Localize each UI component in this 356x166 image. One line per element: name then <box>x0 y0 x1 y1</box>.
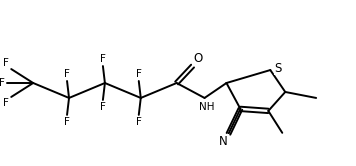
Text: N: N <box>219 135 228 148</box>
Text: F: F <box>100 102 106 112</box>
Text: F: F <box>64 117 70 127</box>
Text: O: O <box>193 52 202 65</box>
Text: F: F <box>100 54 106 64</box>
Text: F: F <box>136 69 142 79</box>
Text: F: F <box>136 117 142 127</box>
Text: F: F <box>3 58 9 68</box>
Text: F: F <box>64 69 70 79</box>
Text: NH: NH <box>199 102 214 112</box>
Text: S: S <box>274 62 282 75</box>
Text: F: F <box>3 98 9 108</box>
Text: F: F <box>0 78 5 88</box>
